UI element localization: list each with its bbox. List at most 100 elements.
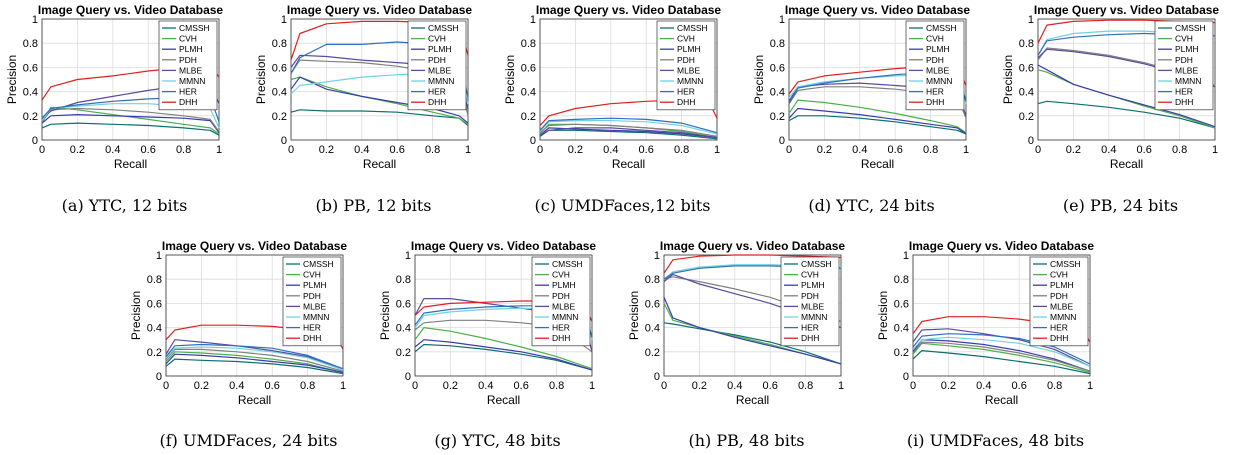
y-tick-label: 0.8 bbox=[894, 274, 909, 286]
chart-svg: Image Query vs. Video Database 0 0.2 0.4 0.6… bbox=[5, 3, 223, 171]
y-tick-label: 0.4 bbox=[770, 87, 785, 99]
x-tick-label: 0.4 bbox=[727, 380, 742, 392]
x-tick-label: 0.6 bbox=[1012, 380, 1027, 392]
legend-label: PDH bbox=[179, 55, 197, 65]
legend-label: PDH bbox=[1050, 291, 1068, 301]
legend-label: CMSSH bbox=[801, 259, 832, 269]
x-tick-label: 0.8 bbox=[1172, 144, 1187, 156]
chart-panel-e: Image Query vs. Video Database 0 0.2 0.4 0.6… bbox=[996, 0, 1245, 220]
y-tick-label: 0 bbox=[779, 135, 785, 147]
chart-panel-g: Image Query vs. Video Database 0 0.2 0.4 0.6… bbox=[373, 236, 622, 455]
series-line-plmh bbox=[41, 114, 220, 134]
x-tick-label: 0.8 bbox=[176, 144, 191, 156]
y-tick-label: 0.2 bbox=[272, 111, 287, 123]
y-tick-label: 0 bbox=[32, 135, 38, 147]
y-tick-label: 0.6 bbox=[521, 62, 536, 74]
legend-label: CVH bbox=[677, 34, 695, 44]
legend-box bbox=[1154, 20, 1214, 111]
chart-svg: Image Query vs. Video Database 0 0.2 0.4 0.6… bbox=[627, 239, 845, 407]
legend-label: DHH bbox=[179, 97, 197, 107]
series-line-her bbox=[539, 117, 718, 134]
chart-title: Image Query vs. Video Database bbox=[785, 3, 971, 17]
legend-label: MMNN bbox=[179, 76, 205, 86]
chart-svg: Image Query vs. Video Database 0 0.2 0.4 0.6… bbox=[378, 239, 596, 407]
y-tick-label: 0.8 bbox=[147, 274, 162, 286]
chart-title: Image Query vs. Video Database bbox=[536, 3, 722, 17]
series-line-cmssh bbox=[290, 109, 469, 126]
legend-label: PLMH bbox=[1050, 280, 1074, 290]
legend-label: CVH bbox=[303, 270, 321, 280]
legend-label: MMNN bbox=[926, 76, 952, 86]
x-tick-label: 0.6 bbox=[514, 380, 529, 392]
x-tick-label: 0.8 bbox=[923, 144, 938, 156]
x-tick-label: 0.2 bbox=[194, 380, 209, 392]
y-tick-label: 0.4 bbox=[272, 87, 287, 99]
y-tick-label: 0 bbox=[1028, 135, 1034, 147]
x-tick-label: 0.4 bbox=[603, 144, 618, 156]
series-line-cvh bbox=[912, 342, 1091, 373]
series-line-her bbox=[912, 333, 1091, 365]
x-tick-label: 0 bbox=[412, 380, 418, 392]
y-tick-label: 1 bbox=[281, 14, 287, 26]
series-line-plmh bbox=[414, 339, 593, 371]
panel-caption: (d) YTC, 24 bits bbox=[808, 196, 935, 215]
x-tick-label: 0.6 bbox=[888, 144, 903, 156]
series-line-pdh bbox=[165, 348, 344, 372]
legend-label: DHH bbox=[1175, 97, 1193, 107]
legend-label: MMNN bbox=[552, 312, 578, 322]
series-line-mmnn bbox=[539, 120, 718, 135]
x-tick-label: 0.8 bbox=[549, 380, 564, 392]
x-axis-label: Recall bbox=[487, 393, 520, 407]
chart-svg: Image Query vs. Video Database 0 0.2 0.4 0.6… bbox=[254, 3, 472, 171]
y-tick-label: 0.4 bbox=[645, 323, 660, 335]
x-tick-label: 0.2 bbox=[941, 380, 956, 392]
legend-label: MLBE bbox=[801, 301, 824, 311]
x-tick-label: 0.4 bbox=[229, 380, 244, 392]
y-tick-label: 1 bbox=[903, 250, 909, 262]
legend-label: DHH bbox=[677, 97, 695, 107]
y-tick-label: 0.8 bbox=[645, 274, 660, 286]
legend-label: DHH bbox=[552, 333, 570, 343]
legend-label: PDH bbox=[303, 291, 321, 301]
legend-label: HER bbox=[1050, 323, 1068, 333]
legend-label: CMSSH bbox=[1050, 259, 1081, 269]
y-tick-label: 0.2 bbox=[645, 347, 660, 359]
x-tick-label: 0.2 bbox=[70, 144, 85, 156]
x-axis-label: Recall bbox=[363, 157, 396, 171]
legend-label: HER bbox=[303, 323, 321, 333]
series-line-pdh bbox=[912, 341, 1091, 372]
series-line-cvh bbox=[414, 327, 593, 370]
x-axis-label: Recall bbox=[1110, 157, 1143, 171]
y-tick-label: 1 bbox=[1028, 14, 1034, 26]
plot-frame bbox=[539, 18, 718, 141]
series-line-dhh bbox=[663, 254, 842, 274]
y-axis-label: Precision bbox=[254, 55, 268, 104]
y-tick-label: 0 bbox=[654, 371, 660, 383]
legend-label: DHH bbox=[801, 333, 819, 343]
y-tick-label: 1 bbox=[32, 14, 38, 26]
series-line-cmssh bbox=[1037, 100, 1216, 129]
chart-panel-b: Image Query vs. Video Database 0 0.2 0.4 0.6… bbox=[249, 0, 498, 220]
legend-label: PDH bbox=[801, 291, 819, 301]
legend-label: PDH bbox=[1175, 55, 1193, 65]
legend-label: CVH bbox=[179, 34, 197, 44]
x-tick-label: 0 bbox=[786, 144, 792, 156]
y-tick-label: 0.6 bbox=[770, 62, 785, 74]
y-tick-label: 0.2 bbox=[770, 111, 785, 123]
x-tick-label: 0 bbox=[661, 380, 667, 392]
x-axis-label: Recall bbox=[114, 157, 147, 171]
x-axis-label: Recall bbox=[612, 157, 645, 171]
series-line-plmh bbox=[290, 76, 469, 124]
series-line-cmssh bbox=[912, 350, 1091, 375]
y-tick-label: 0.6 bbox=[645, 298, 660, 310]
legend-label: DHH bbox=[428, 97, 446, 107]
legend-label: HER bbox=[428, 87, 446, 97]
panel-caption: (g) YTC, 48 bits bbox=[434, 431, 561, 450]
chart-title: Image Query vs. Video Database bbox=[1034, 3, 1220, 17]
y-tick-label: 0 bbox=[281, 135, 287, 147]
y-tick-label: 0.8 bbox=[521, 38, 536, 50]
x-axis-label: Recall bbox=[238, 393, 271, 407]
x-tick-label: 0.6 bbox=[1137, 144, 1152, 156]
legend-label: CVH bbox=[1050, 270, 1068, 280]
